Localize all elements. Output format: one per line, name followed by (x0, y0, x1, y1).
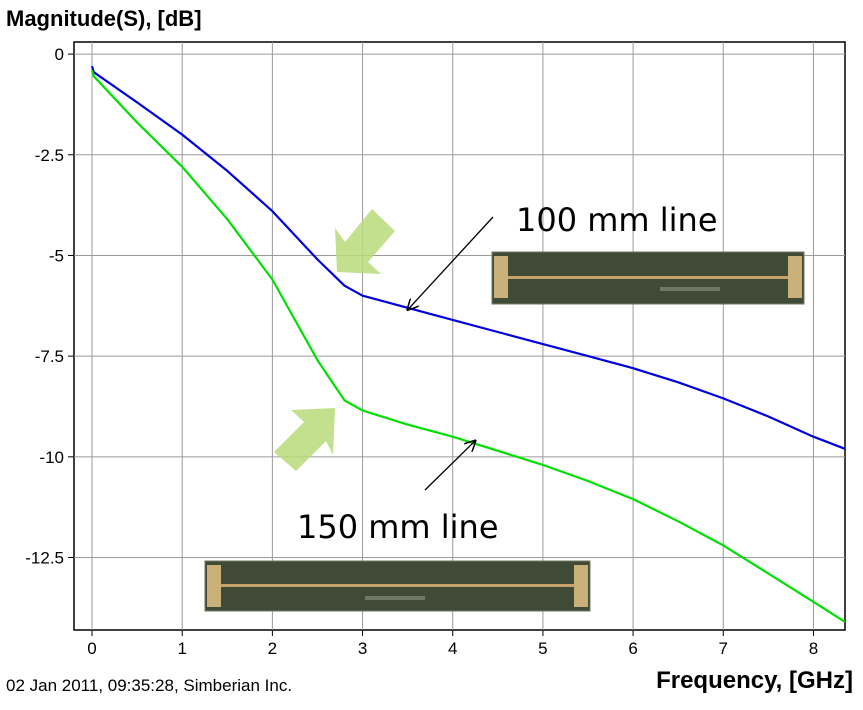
x-axis-title: Frequency, [GHz] (656, 667, 853, 694)
annotation-100mm-label: 100 mm line (516, 201, 718, 239)
series-lines (90, 65, 846, 623)
x-tick-label: 2 (268, 639, 277, 658)
board-150mm-picture (204, 560, 591, 612)
board-100mm-picture (491, 251, 805, 305)
grid (74, 42, 845, 630)
x-tick-label: 8 (809, 639, 818, 658)
y-tick-label: -12.5 (25, 549, 64, 568)
annotations: 100 mm line 150 mm line (297, 201, 718, 546)
axis-ticks: 0 1 2 3 4 5 6 7 8 0 -2.5 -5 -7.5 -10 -12.5 (25, 45, 818, 658)
x-tick-label: 7 (719, 639, 728, 658)
highlight-arrow-icon (274, 408, 335, 471)
plot-frame (73, 41, 846, 631)
x-tick-label: 3 (358, 639, 367, 658)
y-tick-label: -10 (39, 448, 64, 467)
x-tick-label: 1 (177, 639, 186, 658)
series-line-150mm (90, 69, 846, 623)
series-line-100mm (90, 65, 846, 450)
x-tick-label: 0 (87, 639, 96, 658)
y-tick-label: 0 (55, 45, 64, 64)
annotation-150mm-label: 150 mm line (297, 508, 499, 546)
annotation-150mm-arrow (424, 441, 475, 491)
y-tick-label: -2.5 (35, 146, 64, 165)
y-tick-label: -5 (49, 246, 64, 265)
x-tick-label: 5 (538, 639, 547, 658)
x-tick-label: 4 (448, 639, 457, 658)
footer-timestamp: 02 Jan 2011, 09:35:28, Simberian Inc. (6, 676, 293, 695)
x-tick-label: 6 (628, 639, 637, 658)
y-tick-label: -7.5 (35, 347, 64, 366)
annotation-100mm-arrow (408, 216, 494, 310)
highlight-arrow-icon (335, 209, 395, 274)
y-axis-title: Magnitude(S), [dB] (6, 6, 202, 31)
